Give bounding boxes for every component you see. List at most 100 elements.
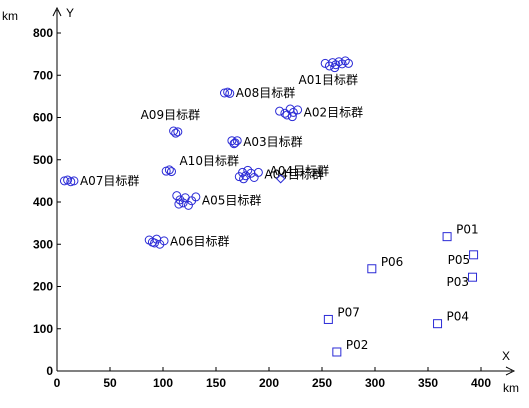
- target-point: [229, 139, 239, 149]
- target-point: [171, 128, 181, 138]
- x-tick-label: 200: [259, 376, 279, 390]
- y-tick-label: 500: [33, 153, 53, 167]
- target-point: [340, 56, 350, 66]
- position-marker-group: P05: [448, 250, 479, 267]
- position-marker-group: P06: [367, 255, 404, 274]
- target-point: [330, 63, 340, 73]
- target-group-label: A08目标群: [236, 86, 295, 100]
- target-group: A10目标群: [161, 154, 239, 177]
- position-label: P03: [447, 275, 470, 289]
- x-tick-label: 300: [365, 376, 385, 390]
- target-groups: A01目标群A02目标群A03目标群A04目标群A05目标群A06目标群A07目…: [59, 56, 363, 249]
- position-square: [323, 314, 333, 324]
- y-axis-name: Y: [66, 6, 74, 20]
- x-tick-label: 400: [471, 376, 491, 390]
- target-group-label: A07目标群: [80, 174, 139, 188]
- target-group-label: A05目标群: [202, 193, 261, 207]
- target-group: A02目标群: [275, 104, 363, 122]
- target-group: A01目标群: [299, 56, 358, 87]
- tick-group: 0 50 100 150 200 250 300 350 400 0 100 200 300 400 500…: [33, 26, 491, 390]
- target-group: A07目标群: [59, 174, 139, 188]
- target-point: [174, 199, 184, 209]
- target-point: [191, 192, 201, 202]
- target-point: [238, 167, 247, 177]
- position-square: [442, 232, 452, 242]
- target-group-label: A02目标群: [304, 105, 363, 119]
- annotation-marker: [275, 174, 286, 184]
- x-tick-label: 150: [206, 376, 226, 390]
- x-unit-label: km: [503, 381, 519, 395]
- target-group-label: A06目标群: [170, 235, 229, 249]
- position-square: [367, 264, 377, 274]
- target-point: [175, 195, 185, 205]
- target-point: [169, 126, 179, 136]
- target-point: [253, 167, 263, 177]
- x-axis-name: X: [502, 349, 510, 363]
- position-label: P05: [448, 253, 471, 267]
- target-point: [243, 165, 253, 175]
- target-group: A09目标群: [141, 108, 200, 138]
- y-tick-label: 200: [33, 280, 53, 294]
- y-tick-label: 700: [33, 68, 53, 82]
- target-group-label: A03目标群: [243, 135, 302, 149]
- position-marker-group: P03: [447, 272, 478, 289]
- target-point: [293, 105, 303, 115]
- target-point: [69, 176, 79, 186]
- y-axis-arrow: [52, 6, 62, 17]
- position-marker-group: P01: [442, 223, 479, 242]
- target-point: [164, 165, 174, 175]
- target-group: A03目标群: [227, 135, 303, 149]
- y-tick-label: 600: [33, 111, 53, 125]
- position-square: [468, 272, 478, 282]
- position-marker-group: P02: [332, 338, 369, 357]
- group-annotation: A04目标群: [270, 164, 329, 184]
- target-group-label: A04目标群: [264, 168, 323, 182]
- target-point: [159, 236, 169, 246]
- position-label: P07: [337, 305, 360, 319]
- y-unit-label: km: [2, 9, 18, 23]
- x-tick-label: 50: [103, 376, 117, 390]
- target-point: [282, 110, 292, 120]
- position-square: [332, 347, 342, 357]
- target-point: [239, 174, 249, 184]
- position-label: P01: [456, 223, 479, 237]
- x-tick-label: 250: [312, 376, 332, 390]
- target-point: [183, 200, 193, 210]
- target-point: [173, 127, 183, 137]
- target-point: [225, 88, 235, 98]
- target-point: [337, 59, 347, 69]
- positions-layer: P01 P02 P03 P04 P05 P06 P07: [323, 223, 479, 357]
- y-tick-label: 100: [33, 322, 53, 336]
- target-group: A05目标群: [172, 191, 261, 210]
- target-group-label: A01目标群: [299, 73, 358, 87]
- axes: km Y X km: [2, 6, 519, 395]
- target-point: [223, 87, 233, 97]
- position-square: [469, 250, 479, 260]
- position-marker-group: P07: [323, 305, 360, 324]
- target-point: [178, 198, 188, 208]
- position-label: P06: [381, 255, 404, 269]
- target-group: A06目标群: [144, 235, 230, 249]
- target-point: [150, 238, 160, 248]
- position-square: [433, 319, 443, 329]
- y-tick-label: 300: [33, 237, 53, 251]
- x-axis-arrow: [505, 366, 516, 376]
- target-point: [280, 108, 290, 118]
- position-label: P04: [447, 310, 470, 324]
- y-tick-label: 0: [46, 364, 53, 378]
- x-tick-label: 350: [418, 376, 438, 390]
- position-marker-group: P04: [433, 310, 470, 329]
- target-point: [230, 138, 240, 148]
- target-point: [287, 112, 297, 122]
- target-group-label: A09目标群: [141, 108, 200, 122]
- target-point: [232, 136, 242, 146]
- position-label: P02: [346, 338, 369, 352]
- target-group: A08目标群: [219, 86, 295, 100]
- y-tick-label: 800: [33, 26, 53, 40]
- y-tick-label: 400: [33, 195, 53, 209]
- target-point: [166, 167, 176, 177]
- target-point: [344, 58, 353, 68]
- annotation-label: A04目标群: [270, 164, 329, 178]
- target-point: [324, 61, 334, 71]
